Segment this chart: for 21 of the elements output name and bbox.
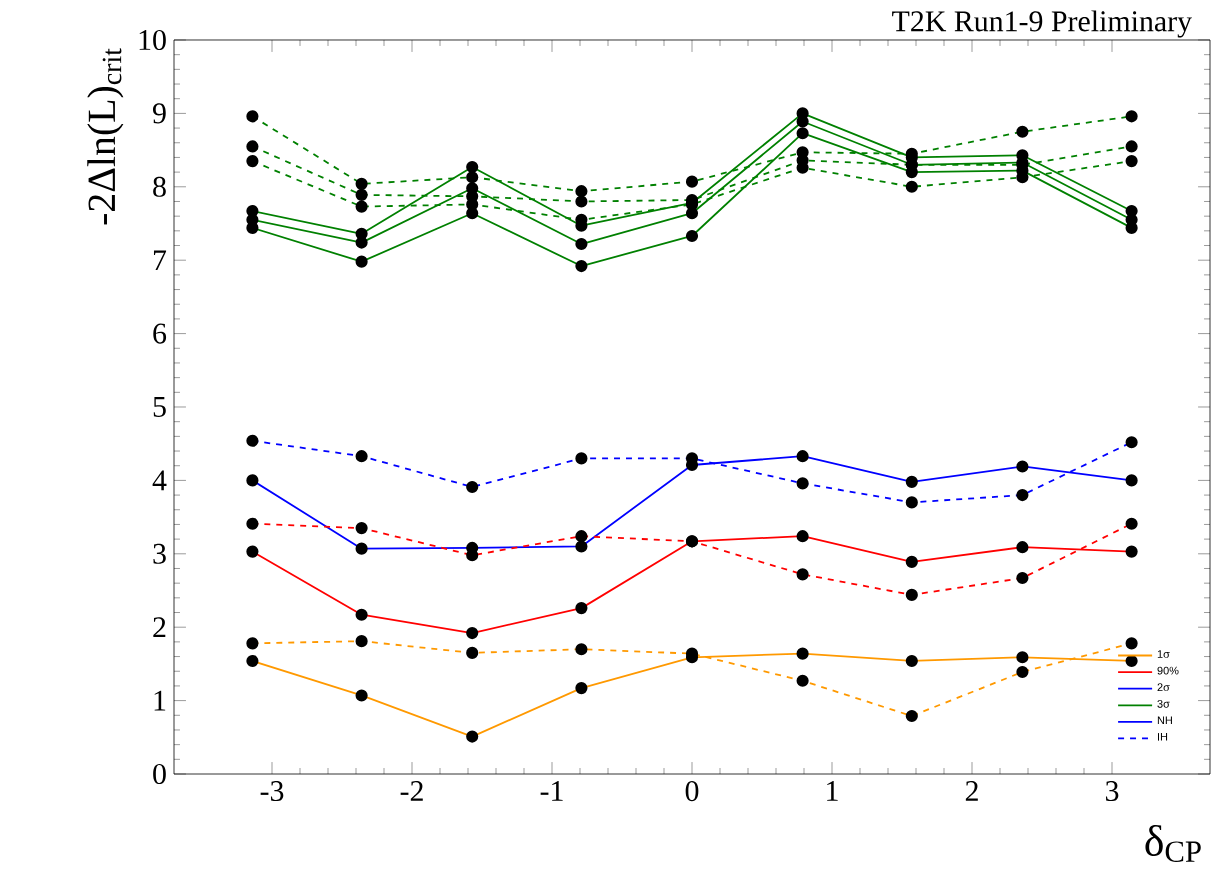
- y-tick-label: 7: [153, 250, 167, 270]
- y-axis-title: -2Δln(L)$_{crit}$: [87, 48, 124, 225]
- x-tick-label: 3: [1105, 781, 1119, 802]
- x-tick-label: 2: [965, 781, 978, 801]
- y-tick-label: 2: [153, 617, 166, 638]
- x-axis-title: δ$_{CP}$: [1145, 824, 1201, 863]
- x-tick-label: -1: [540, 781, 563, 801]
- y-tick-label: 9: [152, 103, 166, 124]
- x-tick-label: 1: [827, 781, 838, 801]
- y-tick-label: 5: [153, 397, 166, 417]
- x-tick-label: -3: [260, 781, 284, 802]
- y-tick-label: 10: [139, 29, 166, 51]
- y-tick-label: 1: [154, 690, 166, 711]
- x-tick-label: 0: [685, 781, 699, 802]
- x-tick-label: -2: [400, 781, 423, 801]
- y-tick-label: 3: [153, 543, 166, 564]
- y-tick-label: 8: [153, 176, 166, 197]
- y-tick-label: 4: [152, 470, 167, 491]
- chart-title: T2K Run1-9 Preliminary: [892, 10, 1192, 38]
- y-tick-label: 0: [153, 763, 166, 785]
- y-tick-label: 6: [153, 323, 167, 344]
